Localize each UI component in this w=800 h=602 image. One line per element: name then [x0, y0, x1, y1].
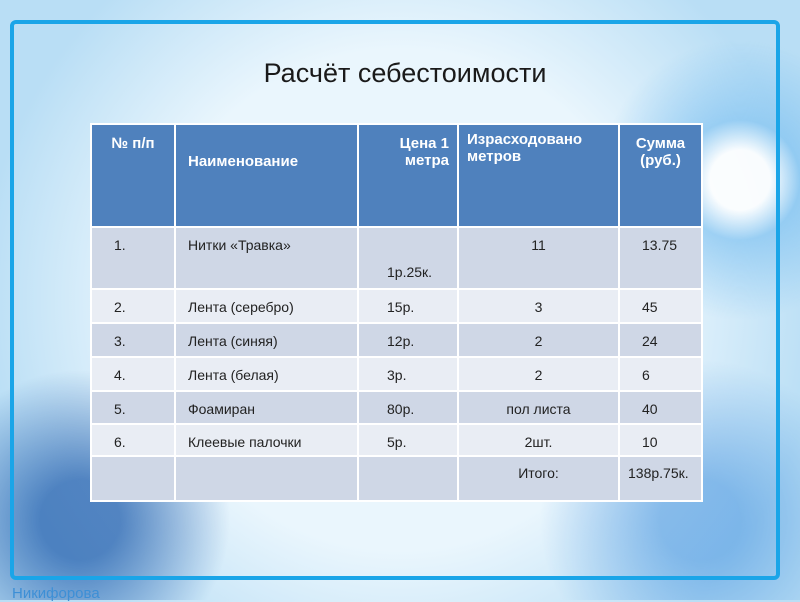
row-used: Итого: — [457, 455, 620, 502]
row-price: 15р. — [357, 288, 459, 324]
header-price: Цена 1 метра — [357, 123, 459, 228]
table-row: 5. Фоамиран 80р. пол листа 40 — [90, 390, 703, 425]
row-number: 1. — [90, 226, 176, 290]
row-name: Лента (синяя) — [174, 322, 359, 358]
row-number — [90, 455, 176, 502]
table-row: 1. Нитки «Травка» 1р.25к. 11 13.75 — [90, 226, 703, 290]
row-number: 6. — [90, 423, 176, 457]
row-price — [357, 455, 459, 502]
row-name: Нитки «Травка» — [174, 226, 359, 290]
row-sum: 6 — [618, 356, 703, 392]
decorative-frame — [10, 20, 780, 580]
row-used: пол листа — [457, 390, 620, 425]
row-price: 12р. — [357, 322, 459, 358]
row-sum: 40 — [618, 390, 703, 425]
row-number: 2. — [90, 288, 176, 324]
row-number: 4. — [90, 356, 176, 392]
row-price: 3р. — [357, 356, 459, 392]
row-name: Лента (серебро) — [174, 288, 359, 324]
author-name: Никифорова — [12, 585, 100, 602]
cost-table: № п/п Наименование Цена 1 метра Израсход… — [90, 123, 703, 502]
table-row: 4. Лента (белая) 3р. 2 6 — [90, 356, 703, 392]
slide-title: Расчёт себестоимости — [263, 58, 547, 88]
row-used: 11 — [457, 226, 620, 290]
row-name: Лента (белая) — [174, 356, 359, 392]
table-row: 3. Лента (синяя) 12р. 2 24 — [90, 322, 703, 358]
row-used: 2шт. — [457, 423, 620, 457]
row-number: 3. — [90, 322, 176, 358]
table-row: Итого: 138р.75к. — [90, 455, 703, 502]
row-number: 5. — [90, 390, 176, 425]
header-used: Израсходовано метров — [457, 123, 620, 228]
row-used: 3 — [457, 288, 620, 324]
table-header-row: № п/п Наименование Цена 1 метра Израсход… — [90, 123, 703, 228]
row-sum: 45 — [618, 288, 703, 324]
row-name — [174, 455, 359, 502]
header-sum: Сумма (руб.) — [618, 123, 703, 228]
row-price: 5р. — [357, 423, 459, 457]
header-name: Наименование — [174, 123, 359, 228]
row-used: 2 — [457, 322, 620, 358]
row-price: 1р.25к. — [357, 226, 459, 290]
table-row: 6. Клеевые палочки 5р. 2шт. 10 — [90, 423, 703, 457]
row-used: 2 — [457, 356, 620, 392]
table-row: 2. Лента (серебро) 15р. 3 45 — [90, 288, 703, 324]
row-sum: 13.75 — [618, 226, 703, 290]
row-sum: 10 — [618, 423, 703, 457]
row-price: 80р. — [357, 390, 459, 425]
row-name: Клеевые палочки — [174, 423, 359, 457]
header-number: № п/п — [90, 123, 176, 228]
row-sum: 24 — [618, 322, 703, 358]
row-sum: 138р.75к. — [618, 455, 703, 502]
row-name: Фоамиран — [174, 390, 359, 425]
